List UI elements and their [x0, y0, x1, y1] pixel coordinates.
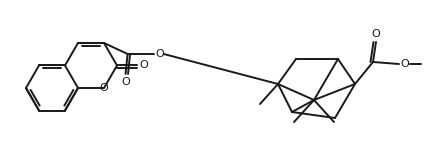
Text: O: O	[121, 77, 130, 87]
Text: O: O	[155, 49, 164, 59]
Text: O: O	[139, 60, 148, 71]
Text: O: O	[100, 83, 109, 93]
Text: O: O	[371, 29, 380, 39]
Text: O: O	[401, 59, 410, 69]
